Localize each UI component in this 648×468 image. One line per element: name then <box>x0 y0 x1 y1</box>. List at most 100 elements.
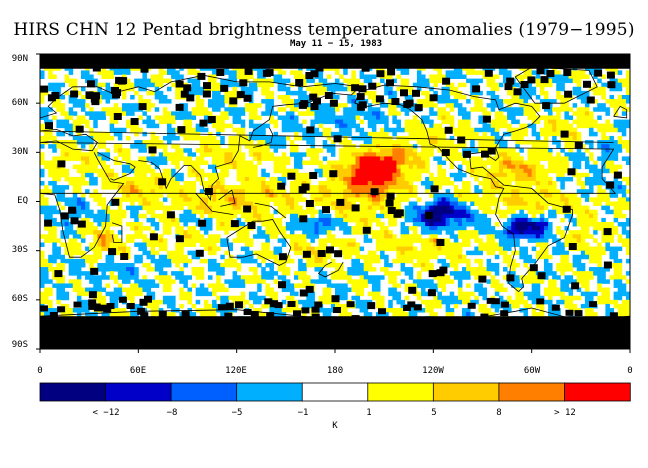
anomaly-cell <box>199 201 209 206</box>
anomaly-cell <box>597 283 602 288</box>
anomaly-cell <box>380 115 389 120</box>
anomaly-cell <box>589 168 610 174</box>
anomaly-cell <box>294 74 307 79</box>
anomaly-cell <box>564 193 578 198</box>
anomaly-cell <box>580 99 590 104</box>
anomaly-cell <box>375 299 385 305</box>
anomaly-cell <box>482 209 516 215</box>
missing-data-cell <box>293 310 301 317</box>
anomaly-cell <box>167 250 184 256</box>
missing-data-cell <box>336 198 345 206</box>
anomaly-cell <box>109 312 131 317</box>
anomaly-cell <box>466 70 487 75</box>
anomaly-cell <box>224 90 242 96</box>
anomaly-cell <box>162 295 176 301</box>
coastline-segment <box>613 105 628 119</box>
anomaly-cell <box>330 152 336 157</box>
anomaly-cell <box>502 267 508 272</box>
anomaly-cell <box>589 131 598 137</box>
anomaly-cell <box>48 230 57 235</box>
anomaly-cell <box>576 221 615 227</box>
anomaly-cell <box>572 271 594 276</box>
anomaly-cell <box>593 230 598 235</box>
anomaly-cell <box>326 230 332 235</box>
anomaly-cell <box>101 205 111 211</box>
anomaly-cell <box>535 271 557 276</box>
anomaly-cell <box>478 246 504 252</box>
anomaly-cell <box>625 181 630 186</box>
anomaly-cell <box>498 70 512 75</box>
anomaly-cell <box>44 164 57 170</box>
anomaly-cell <box>347 197 369 202</box>
anomaly-cell <box>240 258 258 264</box>
anomaly-cell <box>179 291 192 297</box>
anomaly-cell <box>199 189 205 194</box>
missing-data-cell <box>376 70 385 78</box>
anomaly-cell <box>261 242 270 247</box>
anomaly-cell <box>72 287 86 293</box>
anomaly-cell <box>572 160 582 166</box>
missing-data-cell <box>247 222 256 229</box>
anomaly-cell <box>359 74 377 79</box>
anomaly-cell <box>388 189 410 194</box>
missing-data-cell <box>441 149 450 156</box>
anomaly-cell <box>318 238 356 243</box>
missing-data-cell <box>186 94 195 102</box>
anomaly-cell <box>564 299 574 305</box>
anomaly-cell <box>257 70 266 75</box>
anomaly-cell <box>584 160 590 166</box>
anomaly-cell <box>400 230 410 235</box>
anomaly-cell <box>322 172 336 178</box>
missing-data-cell <box>358 85 367 93</box>
anomaly-cell <box>498 295 504 301</box>
anomaly-cell <box>453 209 467 215</box>
anomaly-cell <box>277 94 291 100</box>
anomaly-cell <box>171 111 192 116</box>
anomaly-cell <box>97 172 106 178</box>
anomaly-cell <box>236 176 246 182</box>
anomaly-cell <box>142 197 147 202</box>
anomaly-cell <box>285 226 315 231</box>
anomaly-cell <box>80 86 86 92</box>
anomaly-cell <box>322 221 332 227</box>
anomaly-cell <box>453 217 463 223</box>
anomaly-cell <box>609 144 623 149</box>
anomaly-cell <box>113 287 123 293</box>
colorbar-swatch <box>105 382 172 402</box>
anomaly-cell <box>113 279 119 284</box>
anomaly-cell <box>625 246 630 252</box>
anomaly-cell <box>76 201 86 206</box>
anomaly-cell <box>462 221 492 227</box>
anomaly-cell <box>335 119 344 125</box>
anomaly-cell <box>281 279 291 284</box>
anomaly-cell <box>437 111 451 116</box>
anomaly-cell <box>109 299 119 305</box>
anomaly-cell <box>371 197 381 202</box>
anomaly-cell <box>138 94 143 100</box>
anomaly-cell <box>408 181 414 186</box>
anomaly-cell <box>343 197 348 202</box>
anomaly-cell <box>531 287 541 293</box>
missing-data-cell <box>183 84 192 92</box>
anomaly-cell <box>150 312 160 317</box>
anomaly-cell <box>388 94 397 100</box>
anomaly-cell <box>60 111 70 116</box>
anomaly-cell <box>543 234 557 239</box>
anomaly-cell <box>568 148 574 153</box>
missing-data-cell <box>295 79 304 86</box>
anomaly-cell <box>318 295 336 301</box>
anomaly-cell <box>40 197 49 202</box>
anomaly-cell <box>601 234 615 239</box>
missing-data-cell <box>571 282 580 290</box>
anomaly-cell <box>351 226 373 231</box>
anomaly-cell <box>392 131 397 137</box>
anomaly-cell <box>425 164 430 170</box>
anomaly-cell <box>244 250 254 256</box>
anomaly-cell <box>150 230 156 235</box>
anomaly-cell <box>519 148 524 153</box>
anomaly-cell <box>416 197 422 202</box>
missing-data-cell <box>613 171 622 179</box>
anomaly-cell <box>220 254 225 260</box>
missing-data-cell <box>266 312 275 319</box>
anomaly-cell <box>85 275 111 280</box>
